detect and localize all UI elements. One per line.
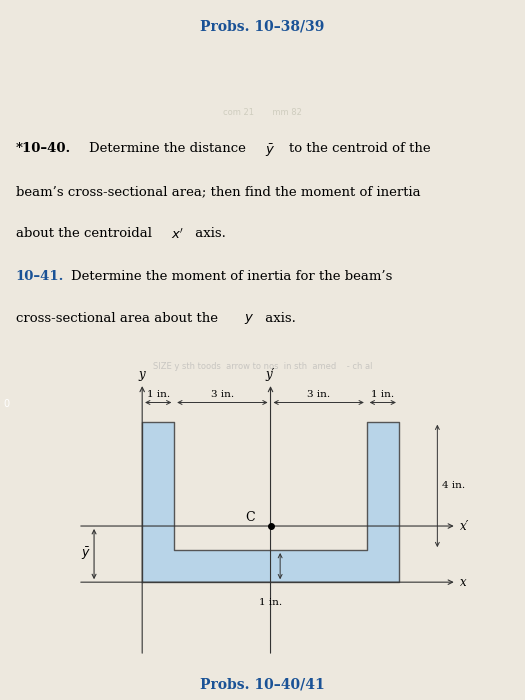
Text: 4 in.: 4 in. [442,482,465,491]
Text: 10–41.: 10–41. [16,270,64,283]
Text: 3 in.: 3 in. [307,391,330,399]
Text: axis.: axis. [261,312,296,325]
Text: axis.: axis. [191,227,225,240]
Text: 1 in.: 1 in. [146,391,170,399]
Text: C: C [245,512,255,524]
Text: Probs. 10–38/39: Probs. 10–38/39 [201,19,324,33]
Text: SIZE y sth toods  arrow to nos  in sth  amed    - ch al: SIZE y sth toods arrow to nos in sth ame… [153,362,372,371]
Text: cross-sectional area about the: cross-sectional area about the [16,312,222,325]
Text: Probs. 10–40/41: Probs. 10–40/41 [200,678,325,692]
Text: Determine the distance: Determine the distance [89,143,250,155]
Text: x′: x′ [460,519,469,533]
Text: 3 in.: 3 in. [211,391,234,399]
Text: *10–40.: *10–40. [16,143,71,155]
Text: to the centroid of the: to the centroid of the [289,143,430,155]
Text: 0: 0 [4,399,9,409]
Text: 1 in.: 1 in. [371,391,394,399]
Text: $x'$: $x'$ [171,227,184,242]
Text: x: x [460,575,466,589]
Text: com 21       mm 82: com 21 mm 82 [223,108,302,117]
Text: Determine the moment of inertia for the beam’s: Determine the moment of inertia for the … [71,270,392,283]
Polygon shape [142,421,399,582]
Text: beam’s cross-sectional area; then find the moment of inertia: beam’s cross-sectional area; then find t… [16,185,421,198]
Text: y: y [139,368,145,382]
Text: 1 in.: 1 in. [259,598,282,607]
Text: $\bar{y}$: $\bar{y}$ [81,546,91,562]
Text: y′: y′ [266,368,275,382]
Text: about the centroidal: about the centroidal [16,227,156,240]
Text: $\bar{y}$: $\bar{y}$ [265,143,276,159]
Text: $y$: $y$ [244,312,255,326]
